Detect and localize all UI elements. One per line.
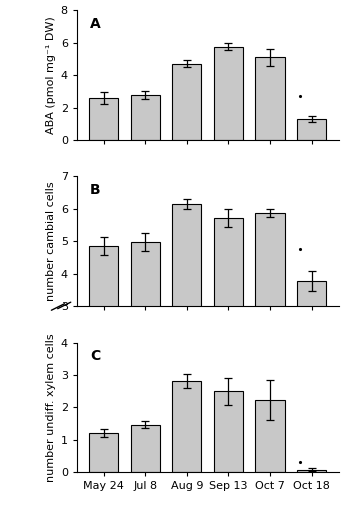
- Text: A: A: [90, 17, 101, 31]
- Bar: [89, 98, 118, 140]
- Bar: [89, 433, 118, 472]
- Bar: [214, 391, 243, 472]
- Bar: [172, 204, 201, 404]
- Y-axis label: number cambial cells: number cambial cells: [46, 182, 57, 301]
- Bar: [297, 281, 326, 404]
- Y-axis label: number undiff. xylem cells: number undiff. xylem cells: [46, 333, 57, 482]
- Text: B: B: [90, 183, 101, 197]
- Bar: [172, 64, 201, 140]
- Y-axis label: ABA (pmol mg⁻¹ DW): ABA (pmol mg⁻¹ DW): [46, 17, 57, 134]
- Bar: [297, 470, 326, 472]
- Bar: [255, 58, 284, 140]
- Text: C: C: [90, 349, 100, 363]
- Bar: [89, 246, 118, 404]
- Bar: [131, 242, 160, 404]
- Bar: [214, 47, 243, 140]
- Bar: [297, 119, 326, 140]
- Bar: [255, 400, 284, 472]
- Bar: [131, 425, 160, 472]
- Bar: [131, 94, 160, 140]
- Bar: [214, 218, 243, 404]
- Bar: [172, 381, 201, 472]
- Bar: [255, 213, 284, 404]
